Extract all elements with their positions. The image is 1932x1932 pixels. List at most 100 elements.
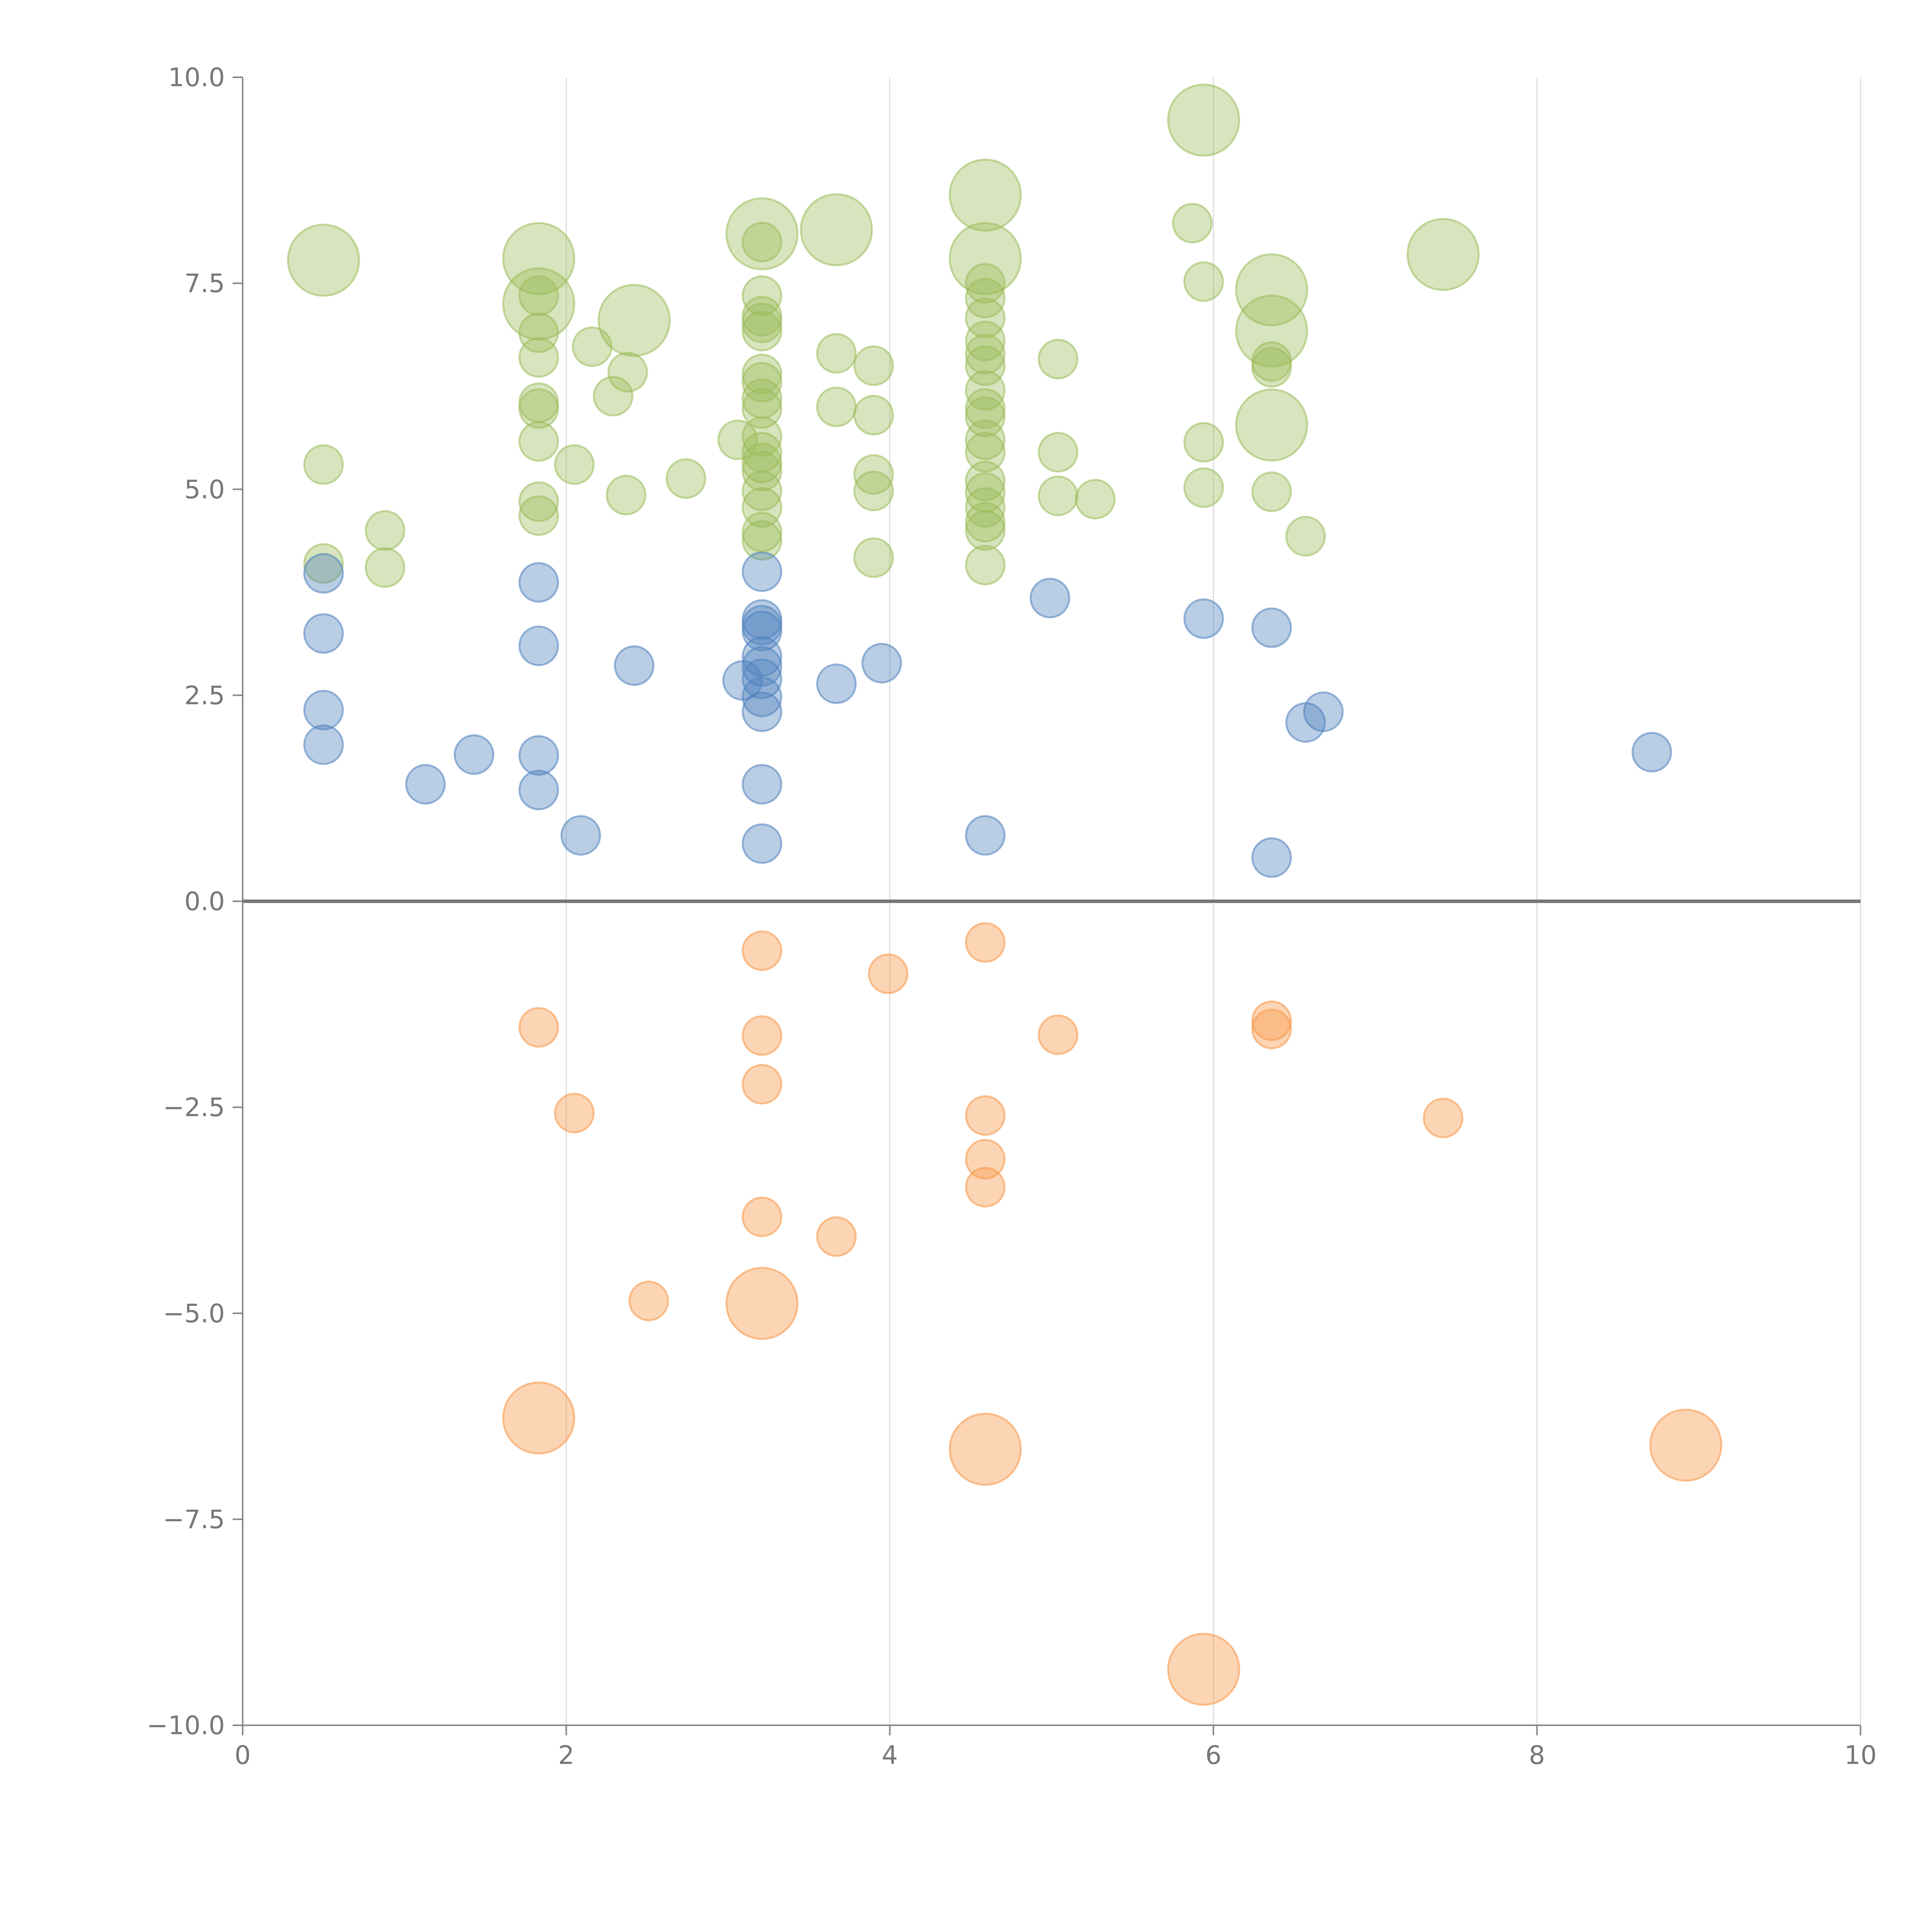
blue-point — [303, 690, 344, 731]
green-point — [742, 388, 782, 429]
blue-point — [965, 815, 1006, 856]
blue-point — [742, 764, 782, 805]
green-point — [853, 537, 894, 578]
green-point — [742, 354, 782, 395]
green-point — [518, 495, 559, 536]
green-point — [965, 419, 1006, 460]
blue-point — [1303, 691, 1344, 732]
blue-point — [861, 643, 902, 684]
orange-point — [1167, 1633, 1240, 1706]
orange-point — [1423, 1097, 1464, 1138]
orange-point — [628, 1281, 669, 1321]
blue-point — [303, 613, 344, 654]
green-point — [965, 544, 1006, 585]
green-point — [742, 471, 782, 512]
blue-point — [303, 724, 344, 765]
orange-point — [518, 1007, 559, 1048]
green-point — [554, 444, 595, 485]
green-point — [1037, 475, 1078, 516]
green-point — [518, 481, 559, 522]
blue-point — [303, 553, 344, 594]
orange-point — [725, 1267, 799, 1340]
blue-point — [518, 770, 559, 811]
green-point — [607, 352, 648, 393]
green-point — [1172, 202, 1213, 243]
green-point — [1251, 471, 1292, 512]
blue-point — [1183, 598, 1224, 639]
orange-point — [965, 922, 1006, 963]
green-point — [742, 311, 782, 352]
green-point — [1406, 218, 1480, 291]
blue-point — [816, 663, 857, 704]
green-point — [949, 158, 1022, 232]
green-point — [742, 487, 782, 528]
green-point — [1235, 388, 1308, 462]
green-point — [597, 284, 671, 357]
x-tick-label: 6 — [1205, 1740, 1221, 1770]
green-point — [800, 193, 873, 267]
green-point — [1285, 516, 1326, 557]
y-tick-label: 2.5 — [184, 680, 225, 710]
green-point — [303, 444, 344, 485]
green-point — [816, 333, 857, 374]
green-point — [1167, 83, 1240, 157]
y-tick-label: 10.0 — [168, 63, 225, 92]
green-point — [965, 263, 1006, 304]
y-tick-label: −7.5 — [163, 1505, 225, 1534]
blue-point — [1029, 578, 1070, 619]
green-point — [742, 302, 782, 343]
green-point — [518, 312, 559, 353]
x-tick-label: 2 — [558, 1740, 574, 1770]
orange-point — [742, 1015, 782, 1056]
green-point — [364, 547, 405, 588]
orange-point — [965, 1139, 1006, 1180]
orange-point — [502, 1381, 575, 1455]
blue-point — [1251, 607, 1292, 648]
orange-point — [868, 953, 909, 994]
orange-point — [1251, 1009, 1292, 1049]
green-point — [965, 298, 1006, 338]
y-tick-label: 5.0 — [184, 474, 225, 504]
green-point — [853, 454, 894, 495]
green-point — [502, 222, 575, 295]
green-point — [287, 223, 360, 297]
blue-point — [614, 645, 655, 686]
green-point — [965, 334, 1006, 375]
blue-point — [742, 691, 782, 732]
green-point — [742, 222, 782, 262]
orange-point — [1649, 1408, 1723, 1482]
green-point — [1235, 294, 1308, 368]
green-point — [1075, 479, 1116, 520]
y-tick-label: −5.0 — [163, 1299, 225, 1328]
green-point — [1037, 432, 1078, 473]
green-point — [1183, 422, 1224, 463]
blue-point — [518, 562, 559, 603]
green-point — [853, 395, 894, 435]
axes — [233, 77, 1861, 1735]
orange-point — [816, 1216, 857, 1257]
green-point — [364, 510, 405, 551]
y-tick-label: 7.5 — [184, 269, 225, 298]
green-point — [605, 474, 646, 515]
green-point — [518, 421, 559, 462]
blue-point — [742, 551, 782, 592]
x-tick-label: 8 — [1529, 1740, 1545, 1770]
blue-point — [1631, 732, 1672, 773]
green-point — [1235, 253, 1308, 327]
orange-point — [742, 930, 782, 971]
tick-labels: 0 2 4 6 8 10 10.0 7.5 5.0 2.5 0.0 −2.5 −5.0 −7.5 −10.0 — [147, 63, 1877, 1770]
blue-point — [560, 815, 601, 856]
green-point — [853, 345, 894, 386]
green-point — [965, 502, 1006, 543]
green-point — [965, 487, 1006, 528]
y-tick-label: 0.0 — [184, 887, 225, 917]
blue-point — [454, 734, 495, 775]
green-point — [303, 543, 344, 584]
data-points — [287, 83, 1723, 1706]
green-point — [816, 386, 857, 427]
green-point — [965, 320, 1006, 361]
x-tick-label: 10 — [1844, 1740, 1877, 1770]
green-point — [965, 396, 1006, 437]
green-point — [965, 432, 1006, 473]
